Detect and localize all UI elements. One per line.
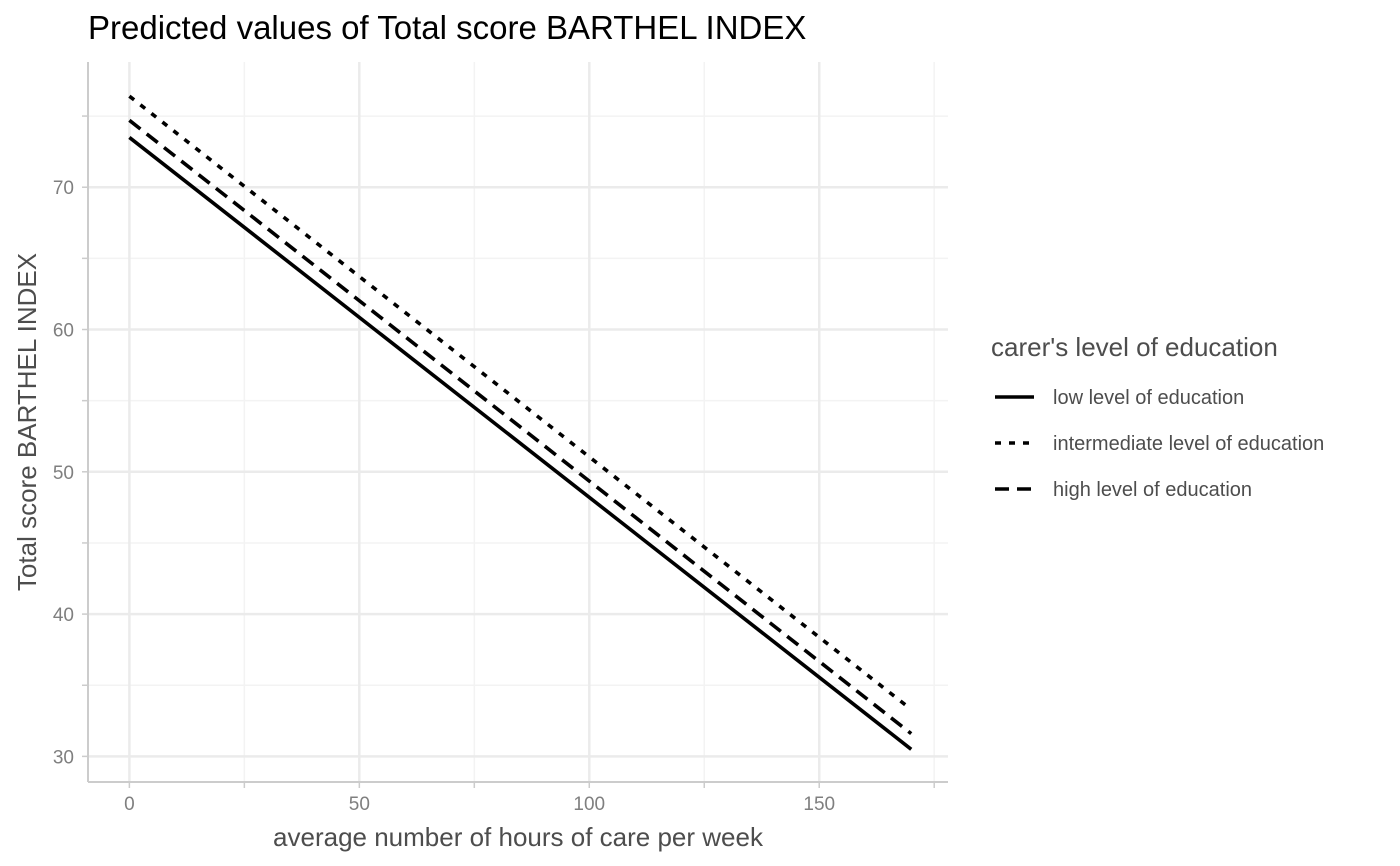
x-tick-label: 50 xyxy=(349,794,370,815)
series-line xyxy=(128,135,913,751)
y-axis-ticks: 30 40 50 60 70 xyxy=(53,115,88,768)
legend-title: carer's level of education xyxy=(991,332,1278,362)
x-axis-ticks: 0 50 100 150 xyxy=(124,782,935,815)
legend-label: high level of education xyxy=(1053,479,1252,501)
y-axis-title: Total score BARTHEL INDEX xyxy=(12,253,42,591)
series-lines xyxy=(128,94,913,751)
y-tick-label: 30 xyxy=(53,747,74,768)
legend: carer's level of education low level of … xyxy=(991,332,1324,501)
x-axis-title: average number of hours of care per week xyxy=(273,822,764,852)
x-tick-label: 100 xyxy=(573,794,605,815)
grid-major xyxy=(88,62,948,782)
series-line xyxy=(128,94,913,711)
y-tick-label: 50 xyxy=(53,463,74,484)
y-tick-label: 60 xyxy=(53,321,74,342)
legend-label: intermediate level of education xyxy=(1053,433,1324,455)
chart-title: Predicted values of Total score BARTHEL … xyxy=(88,9,806,46)
y-tick-label: 70 xyxy=(53,178,74,199)
legend-items: low level of education intermediate level… xyxy=(995,387,1324,501)
legend-label: low level of education xyxy=(1053,387,1244,409)
x-tick-label: 150 xyxy=(803,794,835,815)
x-tick-label: 0 xyxy=(124,794,135,815)
series-line xyxy=(128,118,913,736)
grid-minor xyxy=(88,62,948,782)
y-tick-label: 40 xyxy=(53,605,74,626)
